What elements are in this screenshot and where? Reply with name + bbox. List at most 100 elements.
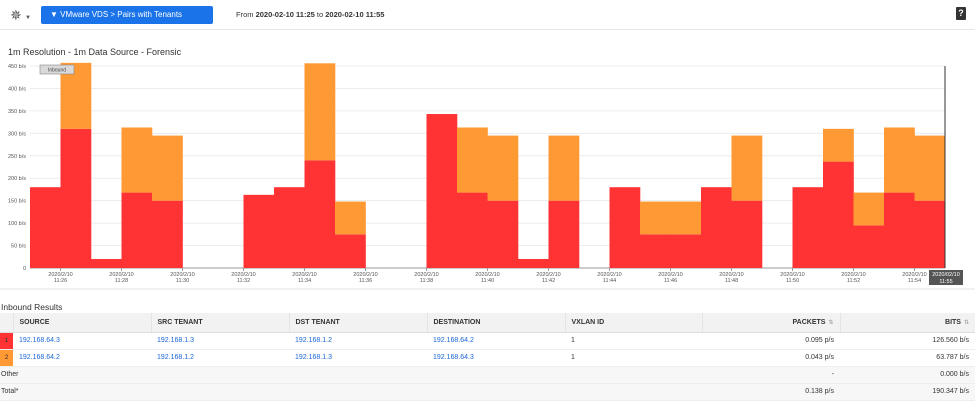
source-cell[interactable]: 192.168.64.2 [13,349,151,367]
x-tick-label: 2020/2/10 [109,272,133,278]
bar-series-1 [91,259,122,268]
destination-cell[interactable]: 192.168.64.2 [427,332,565,350]
bar-series-1 [121,192,153,268]
to-label: to [316,10,324,19]
x-tick-label: 11:34 [298,278,311,284]
bits-cell: 126.560 b/s [840,332,975,350]
x-tick-label: 2020/2/10 [475,272,499,278]
x-tick-label: 2020/2/10 [902,272,926,278]
bar-series-2 [823,128,854,162]
x-tick-label: 2020/2/10 [536,272,560,278]
destination-cell[interactable]: 192.168.64.3 [427,349,565,367]
col-packets[interactable]: PACKETS ⇅ [701,313,840,333]
col-bits[interactable]: BITS ⇅ [839,313,975,333]
dst-tenant-link[interactable]: 192.168.1.3 [295,354,332,361]
caret-down-icon[interactable]: ▼ [25,15,31,21]
x-tick-label: 2020/2/10 [719,272,743,278]
x-tick-label: 11:54 [908,278,921,284]
top-toolbar: ✵ ▼ ▼ VMware VDS > Pairs with Tenants Fr… [0,0,975,30]
help-button[interactable]: ? [956,7,966,20]
bar-series-2 [731,135,763,201]
source-cell[interactable]: 192.168.64.3 [13,332,151,350]
other-label: Other [0,366,702,384]
x-tick-label: 2020/2/10 [658,272,682,278]
results-table: SOURCE SRC TENANT DST TENANT DESTINATION… [0,313,975,401]
bar-series-1 [884,192,915,268]
src-tenant-link[interactable]: 192.168.1.3 [157,337,194,344]
bar-series-1 [60,128,92,268]
packets-cell: 0.043 p/s [702,349,840,367]
x-tick-label: 2020/2/10 [597,272,621,278]
bar-series-1 [304,160,336,268]
src-tenant-link[interactable]: 192.168.1.2 [157,354,194,361]
x-tick-label: 11:48 [725,278,738,284]
x-tick-label: 11:46 [664,278,677,284]
src-tenant-cell[interactable]: 192.168.1.2 [151,349,289,367]
cursor-label-box [929,270,963,285]
x-tick-label: 11:50 [786,278,799,284]
bar-series-2 [640,201,671,235]
dst-tenant-link[interactable]: 192.168.1.2 [295,337,332,344]
cursor-label: 2020/02/10 [932,272,960,278]
sort-icon[interactable]: ⇅ [963,319,969,326]
x-tick-label: 11:38 [420,278,433,284]
bar-series-2 [457,127,488,193]
x-tick-label: 2020/2/10 [48,272,72,278]
row-swatch: 1 [0,332,13,350]
bar-series-1 [335,234,366,268]
chart-title: 1m Resolution - 1m Data Source - Forensi… [8,47,182,57]
col-vxlan-id[interactable]: VXLAN ID [564,313,702,333]
bar-series-2 [670,201,702,235]
settings-menu[interactable]: ✵ ▼ [10,7,32,23]
results-label: Inbound Results [1,302,63,312]
other-packets: - [702,366,840,384]
table-header-row: SOURCE SRC TENANT DST TENANT DESTINATION… [0,313,975,333]
total-label: Total* [0,383,702,401]
destination-link[interactable]: 192.168.64.3 [433,354,474,361]
destination-link[interactable]: 192.168.64.2 [433,337,474,344]
x-tick-label: 11:40 [481,278,494,284]
bar-series-1 [548,200,580,268]
x-tick-label: 11:52 [847,278,860,284]
from-label: From [236,10,254,19]
bar-series-1 [731,200,763,268]
bar-series-1 [823,161,854,268]
bar-series-1 [792,187,824,268]
table-row: 2 192.168.64.2 192.168.1.2 192.168.1.3 1… [0,349,975,367]
total-bits: 190.347 b/s [840,383,975,401]
bar-series-1 [518,259,549,268]
dst-tenant-cell[interactable]: 192.168.1.2 [289,332,427,350]
other-bits: 0.000 b/s [840,366,975,384]
traffic-chart[interactable]: 0 50 b/s 100 b/s 150 b/s 200 b/s 250 b/s 300 b… [0,58,975,290]
bar-series-1 [853,225,885,268]
src-tenant-cell[interactable]: 192.168.1.3 [151,332,289,350]
total-packets: 0.138 p/s [702,383,840,401]
y-tick-label: 150 b/s [8,199,26,205]
bits-cell: 63.787 b/s [840,349,975,367]
total-row: Total* 0.138 p/s 190.347 b/s [0,383,975,401]
col-dst-tenant[interactable]: DST TENANT [288,313,427,333]
col-src-tenant[interactable]: SRC TENANT [150,313,289,333]
bar-series-1 [30,187,61,268]
bar-series-2 [853,192,885,226]
bar-series-1 [457,192,488,268]
x-tick-label: 2020/2/10 [353,272,377,278]
bar-series-2 [335,201,366,235]
source-link[interactable]: 192.168.64.2 [19,354,60,361]
y-tick-label: 450 b/s [8,64,26,70]
bar-series-1 [243,194,275,268]
bar-series-1 [609,187,641,268]
col-source[interactable]: SOURCE [12,313,151,333]
gear-icon[interactable]: ✵ [10,7,22,23]
bar-series-2 [487,135,519,201]
sort-icon[interactable]: ⇅ [828,319,834,326]
dst-tenant-cell[interactable]: 192.168.1.3 [289,349,427,367]
source-link[interactable]: 192.168.64.3 [19,337,60,344]
view-selector-button[interactable]: ▼ VMware VDS > Pairs with Tenants [41,6,213,24]
col-destination[interactable]: DESTINATION [426,313,565,333]
bar-series-1 [152,200,183,268]
x-tick-label: 11:42 [542,278,555,284]
y-tick-label: 250 b/s [8,154,26,160]
swatch-header [0,313,13,333]
y-tick-label: 350 b/s [8,109,26,115]
